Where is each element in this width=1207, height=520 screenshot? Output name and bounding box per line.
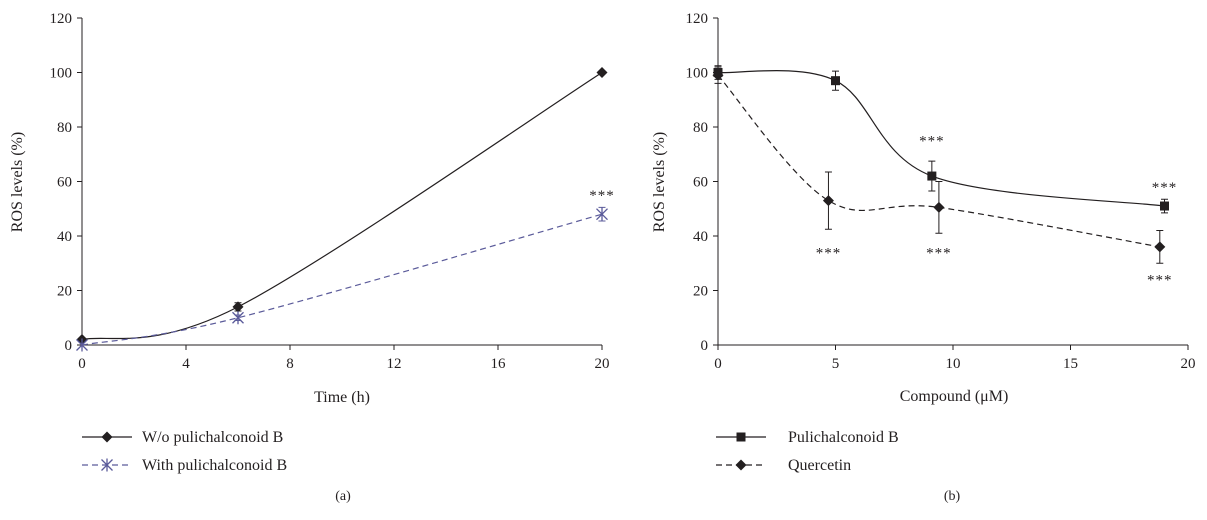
y-tick-label: 120 (50, 11, 73, 27)
x-tick-label: 20 (595, 356, 610, 372)
data-point (232, 311, 244, 325)
series-line (717, 70, 1165, 207)
legend-label: Quercetin (788, 457, 851, 474)
data-point (1154, 241, 1166, 253)
x-tick-label: 0 (714, 356, 722, 372)
x-tick-label: 15 (1063, 356, 1078, 372)
legend-marker (101, 458, 113, 472)
x-tick-label: 20 (1181, 356, 1196, 372)
legend-entry: With pulichalconoid B (82, 457, 287, 474)
x-tick-label: 8 (286, 356, 294, 372)
x-tick-label: 5 (832, 356, 840, 372)
legend-marker (736, 432, 746, 442)
data-point (1160, 201, 1169, 211)
data-point (76, 338, 88, 352)
y-tick-label: 60 (693, 175, 708, 191)
legend-marker (101, 431, 113, 443)
series-1 (712, 66, 1166, 264)
legend-label: With pulichalconoid B (142, 457, 287, 474)
x-axis-title: Time (h) (314, 389, 370, 406)
x-tick-label: 16 (491, 356, 507, 372)
legend-entry: W/o pulichalconoid B (82, 429, 283, 446)
significance-label: *** (926, 245, 952, 261)
y-tick-label: 20 (693, 284, 708, 300)
y-tick-label: 0 (65, 338, 73, 354)
significance-label: *** (919, 134, 945, 150)
significance-label: *** (589, 188, 615, 204)
data-point (596, 207, 608, 221)
data-point (712, 69, 724, 81)
panel-label: (a) (335, 489, 351, 504)
series-line (717, 74, 1160, 248)
y-tick-label: 20 (57, 284, 72, 300)
data-point (831, 76, 840, 86)
legend-entry: Quercetin (716, 457, 851, 474)
y-tick-label: 0 (701, 338, 709, 354)
y-tick-label: 60 (57, 175, 72, 191)
series-line (81, 213, 603, 346)
legend-entry: Pulichalconoid B (716, 429, 899, 446)
data-point (927, 171, 937, 181)
x-tick-label: 0 (78, 356, 86, 372)
series-0 (76, 67, 608, 346)
significance-label: *** (816, 245, 842, 261)
y-axis-title: ROS levels (%) (9, 132, 26, 232)
x-tick-label: 12 (387, 356, 402, 372)
y-axis-title: ROS levels (%) (651, 132, 668, 232)
x-tick-label: 4 (182, 356, 190, 372)
data-point (822, 195, 834, 207)
y-tick-label: 40 (693, 229, 708, 245)
significance-label: *** (1152, 180, 1178, 196)
y-tick-label: 40 (57, 229, 72, 245)
y-tick-label: 100 (50, 66, 73, 82)
significance-label: *** (1147, 273, 1173, 289)
y-tick-label: 120 (686, 11, 709, 27)
chart-panel-a: 0 20 40 60 80 100 120 0 4 8 12 16 20 Time (h) ROS leve… (9, 11, 615, 504)
series-1 (76, 206, 608, 352)
legend-label: Pulichalconoid B (788, 429, 899, 446)
legend-marker (735, 459, 747, 471)
x-tick-label: 10 (946, 356, 961, 372)
data-point (933, 201, 945, 213)
data-point (232, 301, 244, 313)
y-tick-label: 100 (686, 66, 709, 82)
panel-label: (b) (944, 489, 961, 504)
chart-panel-b: 0 20 40 60 80 100 120 0 5 10 15 20 Compound (μM) ROS … (651, 11, 1196, 504)
legend-label: W/o pulichalconoid B (142, 429, 283, 446)
y-tick-label: 80 (693, 120, 708, 136)
x-axis-title: Compound (μM) (900, 388, 1009, 405)
data-point (596, 67, 608, 78)
series-line (81, 71, 603, 341)
y-tick-label: 80 (57, 120, 72, 136)
